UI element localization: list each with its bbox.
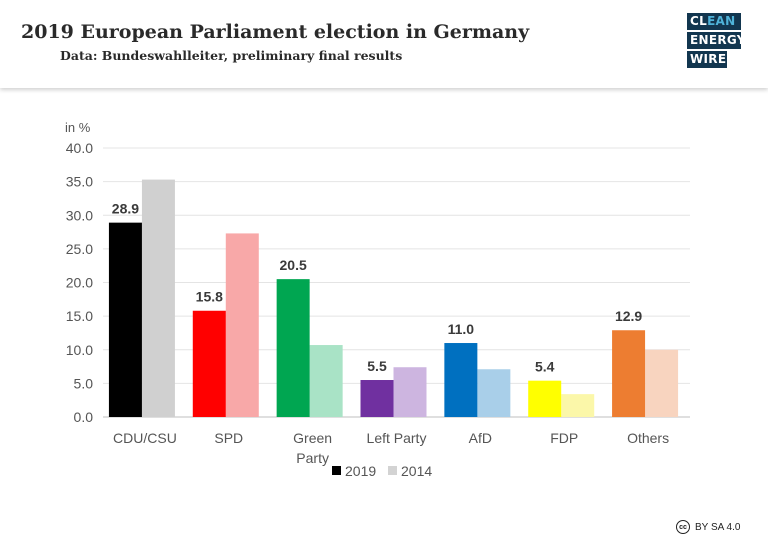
data-label-2019: 28.9 bbox=[112, 201, 139, 217]
data-label-2019: 5.4 bbox=[535, 359, 555, 375]
y-tick-label: 5.0 bbox=[74, 375, 94, 391]
x-category-label: Party bbox=[296, 450, 329, 466]
data-label-2019: 20.5 bbox=[280, 257, 307, 273]
bar-2019 bbox=[528, 380, 562, 417]
bar-2014 bbox=[309, 345, 343, 417]
y-tick-label: 30.0 bbox=[66, 207, 93, 223]
page-title: 2019 European Parliament election in Ger… bbox=[21, 21, 530, 43]
y-axis-unit-label: in % bbox=[65, 120, 91, 135]
x-category-label: AfD bbox=[469, 430, 492, 446]
x-category-label: Others bbox=[627, 430, 669, 446]
bar-2014 bbox=[645, 349, 679, 417]
creative-commons-icon: cc bbox=[676, 520, 690, 534]
y-tick-label: 10.0 bbox=[66, 342, 93, 358]
clean-energy-wire-logo[interactable]: CLEAN ENERGY WIRE bbox=[687, 13, 745, 70]
y-tick-label: 35.0 bbox=[66, 174, 93, 190]
bar-2019 bbox=[108, 222, 142, 417]
bar-chart: in % 0.0 5.0 10.0 15.0 20.0 25.0 30.0 35.0 40.0 28… bbox=[0, 100, 768, 500]
y-tick-label: 20.0 bbox=[66, 275, 93, 291]
x-category-label: Green bbox=[293, 430, 332, 446]
x-category-label: FDP bbox=[550, 430, 578, 446]
y-tick-label: 0.0 bbox=[74, 409, 94, 425]
data-label-2019: 15.8 bbox=[196, 289, 223, 305]
license-badge[interactable]: cc BY SA 4.0 bbox=[676, 520, 740, 534]
bar-2019 bbox=[276, 279, 310, 417]
bar-2014 bbox=[477, 369, 511, 417]
bar-2019 bbox=[444, 343, 478, 417]
data-label-2019: 5.5 bbox=[367, 358, 387, 374]
bar-2014 bbox=[393, 367, 427, 417]
data-label-2019: 12.9 bbox=[615, 308, 642, 324]
x-category-label: Left Party bbox=[367, 430, 427, 446]
y-tick-label: 15.0 bbox=[66, 308, 93, 324]
chart-svg: in % 0.0 5.0 10.0 15.0 20.0 25.0 30.0 35.0 40.0 28… bbox=[65, 120, 690, 479]
bar-2014 bbox=[561, 394, 595, 417]
bar-2019 bbox=[612, 330, 646, 417]
x-category-label: CDU/CSU bbox=[113, 430, 177, 446]
legend-swatch bbox=[388, 466, 397, 475]
bar-2014 bbox=[225, 233, 259, 417]
logo-line-3: WIRE bbox=[687, 51, 727, 68]
legend-swatch bbox=[332, 466, 341, 475]
y-tick-label: 40.0 bbox=[66, 140, 93, 156]
bar-2019 bbox=[192, 310, 226, 417]
bar-2014 bbox=[141, 179, 175, 417]
license-text: BY SA 4.0 bbox=[695, 521, 741, 533]
legend-label: 2019 bbox=[345, 463, 376, 479]
logo-line-1: CLEAN bbox=[687, 13, 741, 30]
header-bar: 2019 European Parliament election in Ger… bbox=[0, 0, 768, 88]
bar-2019 bbox=[360, 380, 394, 417]
y-tick-label: 25.0 bbox=[66, 241, 93, 257]
page-subtitle: Data: Bundeswahlleiter, preliminary fina… bbox=[60, 48, 403, 63]
logo-line-2: ENERGY bbox=[687, 32, 745, 49]
legend-label: 2014 bbox=[401, 463, 432, 479]
data-label-2019: 11.0 bbox=[448, 321, 475, 337]
x-category-label: SPD bbox=[214, 430, 243, 446]
